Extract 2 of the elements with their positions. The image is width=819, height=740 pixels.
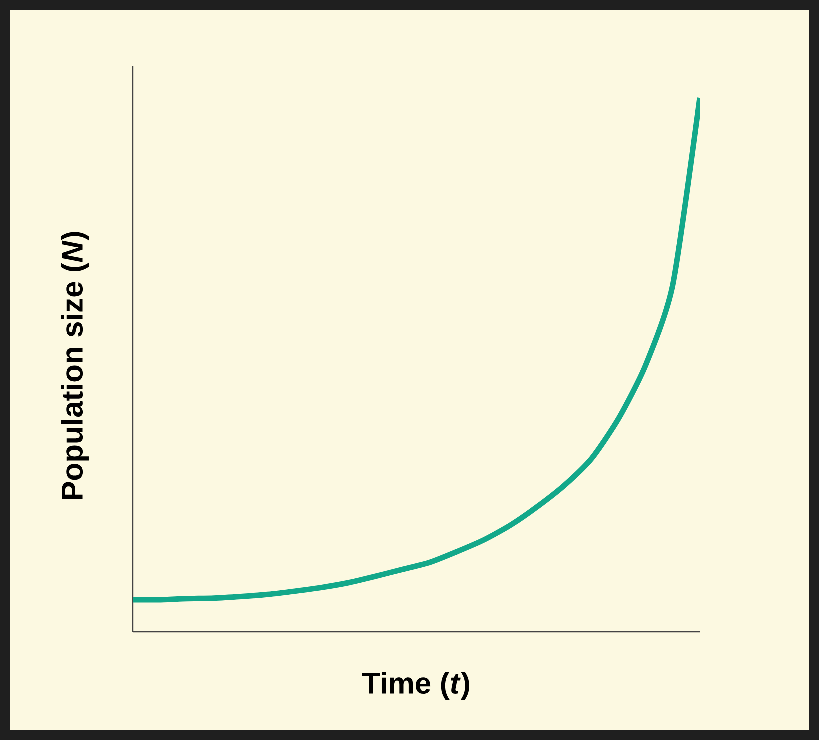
x-axis-title: Time (t) [362,672,470,700]
y-axis-title: Population size (N) [61,232,89,500]
